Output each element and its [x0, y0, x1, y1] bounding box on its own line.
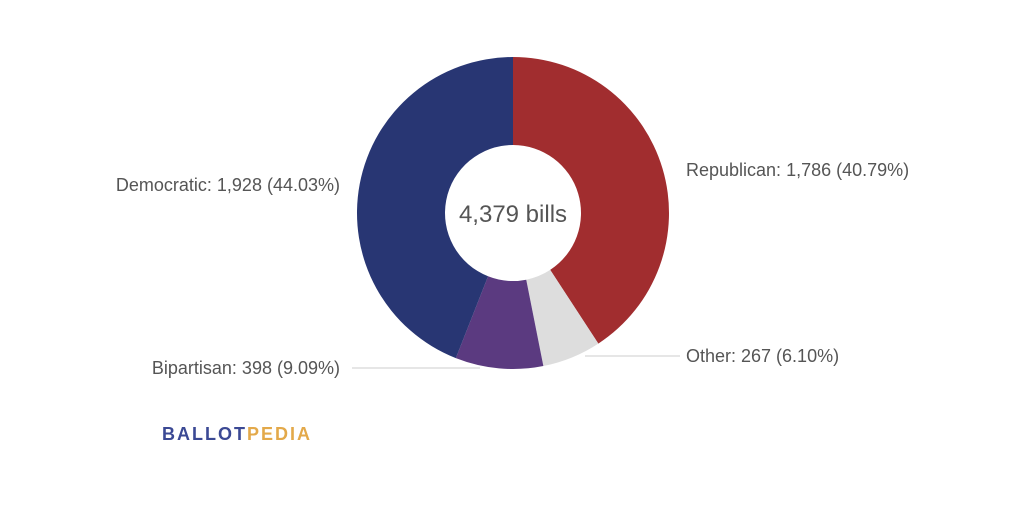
slice-republican: [513, 57, 669, 344]
logo-part-pedia: PEDIA: [246, 424, 312, 444]
logo-part-ballot: BALLOT: [162, 424, 247, 444]
center-label: 4,379 bills: [459, 201, 567, 228]
slice-labels-group: Republican: 1,786 (40.79%) Other: 267 (6.…: [116, 160, 909, 378]
slice-bipartisan: [455, 276, 544, 369]
slice-democratic: [357, 56, 513, 359]
slices-group: [357, 56, 669, 369]
slice-label-other: Other: 267 (6.10%): [686, 346, 839, 366]
ballotpedia-logo: BALLOTPEDIA: [162, 424, 312, 445]
slice-label-bipartisan: Bipartisan: 398 (9.09%): [152, 358, 340, 378]
slice-label-republican: Republican: 1,786 (40.79%): [686, 160, 909, 180]
leader-lines-group: [352, 355, 680, 369]
slice-other: [526, 269, 599, 367]
slice-label-democratic: Democratic: 1,928 (44.03%): [116, 175, 340, 195]
